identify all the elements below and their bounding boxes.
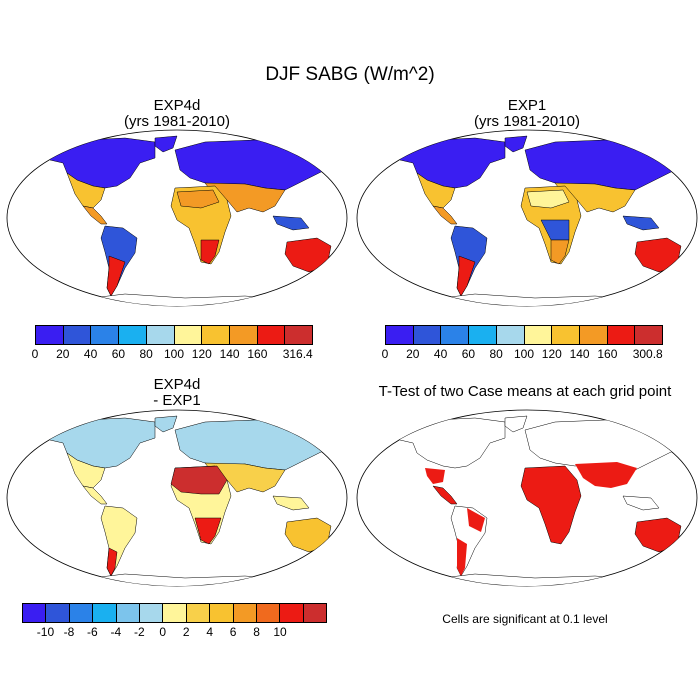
colorbar-exp1-tick-label: 300.8	[633, 347, 663, 361]
colorbar-exp1-tick-label: 40	[434, 347, 447, 361]
colorbar-exp1	[385, 325, 663, 345]
colorbar-exp1-swatch	[414, 326, 442, 344]
colorbar-diff-tick-label: -4	[111, 625, 122, 639]
figure-title: DJF SABG (W/m^2)	[0, 64, 700, 86]
colorbar-exp4d-swatch	[147, 326, 175, 344]
colorbar-exp4d-tick-label: 80	[140, 347, 153, 361]
colorbar-diff-swatch	[257, 604, 280, 622]
colorbar-diff-tick-label: 6	[230, 625, 237, 639]
colorbar-exp1-tick-label: 20	[406, 347, 419, 361]
colorbar-diff-swatch	[304, 604, 326, 622]
colorbar-diff-tick-label: -6	[87, 625, 98, 639]
colorbar-exp4d-swatch	[119, 326, 147, 344]
colorbar-exp4d-tick-label: 100	[164, 347, 184, 361]
colorbar-diff-swatch	[23, 604, 46, 622]
colorbar-diff-swatch	[46, 604, 69, 622]
colorbar-diff-tick-label: 8	[253, 625, 260, 639]
colorbar-exp1-tick-label: 160	[597, 347, 617, 361]
colorbar-exp1-swatch	[441, 326, 469, 344]
panel-title-exp4d-line1: EXP4d	[62, 98, 292, 114]
panel-title-ttest: T-Test of two Case means at each grid po…	[352, 384, 698, 400]
colorbar-exp4d-tick-label: 60	[112, 347, 125, 361]
colorbar-exp1-swatch	[525, 326, 553, 344]
colorbar-exp1-tick-label: 60	[462, 347, 475, 361]
colorbar-exp1-tick-label: 120	[542, 347, 562, 361]
colorbar-diff-tick-label: -10	[37, 625, 54, 639]
colorbar-exp4d	[35, 325, 313, 345]
colorbar-exp1-tick-label: 0	[382, 347, 389, 361]
colorbar-exp1-swatch	[635, 326, 662, 344]
colorbar-exp4d-tick-label: 0	[32, 347, 39, 361]
map-diff	[5, 408, 349, 588]
map-exp4d	[5, 128, 349, 308]
colorbar-diff-swatch	[117, 604, 140, 622]
panel-title-ttest-line1: T-Test of two Case means at each grid po…	[352, 384, 698, 400]
colorbar-exp1-swatch	[386, 326, 414, 344]
colorbar-exp4d-swatch	[36, 326, 64, 344]
land-africa-sahara	[171, 466, 227, 494]
colorbar-exp4d-swatch	[230, 326, 258, 344]
panel-title-exp1-line1: EXP1	[412, 98, 642, 114]
colorbar-diff-tick-label: 2	[183, 625, 190, 639]
colorbar-diff-tick-label: -2	[134, 625, 145, 639]
colorbar-exp4d-swatch	[258, 326, 286, 344]
colorbar-exp4d-swatch	[91, 326, 119, 344]
colorbar-exp4d-tick-label: 40	[84, 347, 97, 361]
colorbar-exp4d-tick-label: 140	[220, 347, 240, 361]
colorbar-diff-swatch	[70, 604, 93, 622]
colorbar-exp1-swatch	[469, 326, 497, 344]
colorbar-exp1-swatch	[608, 326, 636, 344]
map-exp1	[355, 128, 699, 308]
colorbar-exp4d-tick-label: 20	[56, 347, 69, 361]
colorbar-diff-tick-label: 4	[206, 625, 213, 639]
panel-title-diff: EXP4d - EXP1	[62, 377, 292, 409]
panel-title-diff-line1: EXP4d	[62, 377, 292, 393]
colorbar-exp4d-tick-label: 160	[247, 347, 267, 361]
colorbar-diff-tick-label: 0	[159, 625, 166, 639]
colorbar-diff-swatch	[234, 604, 257, 622]
colorbar-exp1-swatch	[552, 326, 580, 344]
colorbar-diff-swatch	[280, 604, 303, 622]
colorbar-exp4d-swatch	[202, 326, 230, 344]
colorbar-diff-swatch	[93, 604, 116, 622]
colorbar-diff-swatch	[210, 604, 233, 622]
colorbar-exp1-tick-label: 140	[570, 347, 590, 361]
colorbar-exp1-tick-label: 100	[514, 347, 534, 361]
colorbar-diff	[22, 603, 327, 623]
panel-title-exp4d: EXP4d (yrs 1981-2010)	[62, 98, 292, 130]
panel-title-diff-line2: - EXP1	[62, 393, 292, 409]
map-ttest	[355, 408, 699, 588]
colorbar-exp4d-swatch	[285, 326, 312, 344]
panel-title-exp1: EXP1 (yrs 1981-2010)	[412, 98, 642, 130]
ttest-note: Cells are significant at 0.1 level	[400, 612, 650, 626]
colorbar-diff-swatch	[187, 604, 210, 622]
colorbar-exp1-tick-label: 80	[490, 347, 503, 361]
colorbar-diff-swatch	[163, 604, 186, 622]
colorbar-exp4d-tick-label: 316.4	[283, 347, 313, 361]
colorbar-diff-tick-label: 10	[273, 625, 286, 639]
colorbar-exp1-swatch	[497, 326, 525, 344]
colorbar-exp4d-swatch	[64, 326, 92, 344]
colorbar-exp1-swatch	[580, 326, 608, 344]
colorbar-exp4d-swatch	[175, 326, 203, 344]
colorbar-diff-tick-label: -8	[64, 625, 75, 639]
colorbar-exp4d-tick-label: 120	[192, 347, 212, 361]
colorbar-diff-swatch	[140, 604, 163, 622]
